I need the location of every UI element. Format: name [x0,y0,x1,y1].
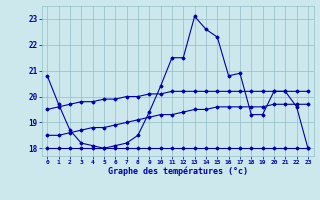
X-axis label: Graphe des températures (°c): Graphe des températures (°c) [108,167,248,176]
